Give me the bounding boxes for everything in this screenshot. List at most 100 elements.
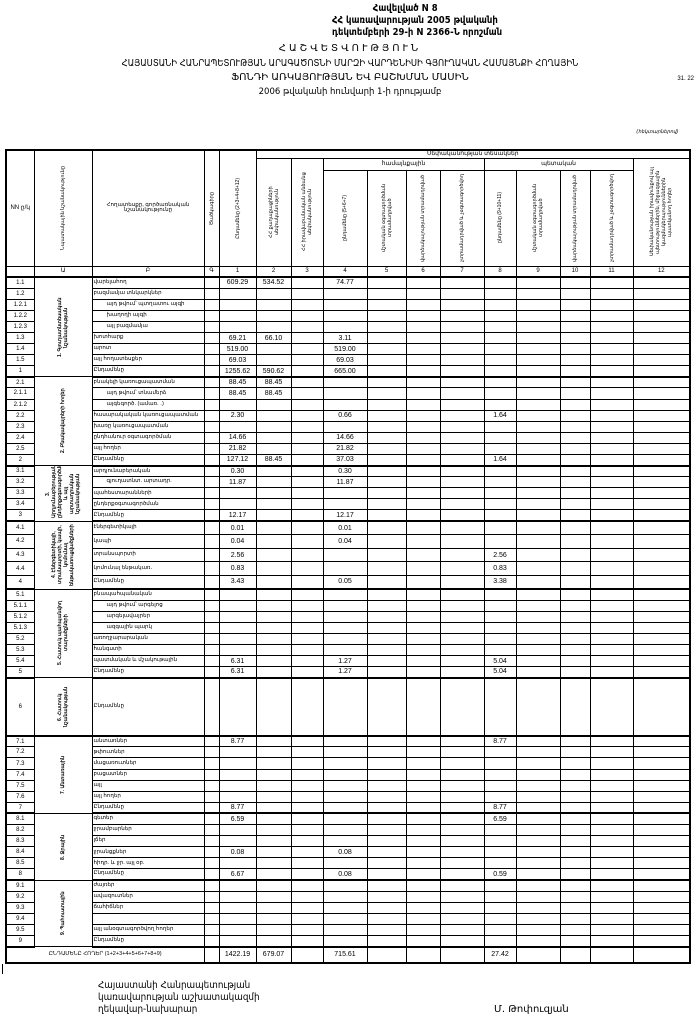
cell-col-3: [290, 779, 324, 792]
cell-col-4: [322, 923, 368, 936]
cell-col-9: [515, 946, 561, 964]
row-code-cell: [203, 509, 220, 523]
cell-col-6: [405, 757, 441, 770]
row-code-cell: [203, 465, 220, 478]
cell-col-8: 5.04: [483, 666, 517, 679]
cell-col-7: [439, 801, 485, 815]
footer-position: Հայաստանի Հանրապետության կառավարության ա…: [98, 980, 260, 1016]
cell-col-5: [366, 398, 407, 411]
cell-col-11: [589, 824, 634, 837]
cell-col-8: [483, 779, 517, 792]
table-row: 7.6 այլ հողեր: [5, 790, 691, 803]
cell-col-8: 8.77: [483, 801, 517, 815]
row-code-cell: [203, 599, 220, 612]
header-nn: NN ը/կ: [5, 149, 35, 267]
annex-note: Հավելված N 8 ՀՀ կառավարության 2005 թվակա…: [332, 3, 502, 39]
row-code: 7.4: [5, 768, 35, 781]
cell-col-11: [589, 453, 634, 467]
cell-col-12: [632, 561, 691, 576]
row-code: 6: [5, 677, 35, 737]
table-row: 9.1 9. Պահուստային ժայռեր: [5, 879, 691, 948]
row-code-cell: [203, 442, 220, 456]
row-code: 5.1.2: [5, 610, 35, 623]
cell-col-6: [405, 632, 441, 646]
header-sub-label: ընդամենը (9+10+11): [497, 192, 503, 244]
column-number: 5: [366, 265, 407, 278]
cell-col-6: [405, 588, 441, 601]
cell-col-8: [483, 632, 517, 646]
cell-col-2: [255, 476, 292, 489]
row-code-cell: [203, 621, 220, 634]
header-sub-label: վարձակալության տրամադրված: [420, 174, 426, 262]
cell-col-9: [515, 643, 561, 657]
table-row: 1.3 խոտհարք 69.21 66.10 3.11: [5, 331, 691, 345]
row-code-cell: [203, 365, 220, 378]
header-community: համայնքային: [322, 157, 485, 171]
cell-col-12: [632, 465, 691, 478]
cell-col-11: [589, 431, 634, 444]
column-number: Բ: [91, 265, 205, 278]
cell-col-6: [405, 923, 441, 936]
cell-col-4: [322, 309, 368, 322]
cell-col-8: [483, 923, 517, 936]
row-code-cell: [203, 520, 220, 536]
cell-col-4: [322, 287, 368, 300]
row-code-cell: [203, 735, 220, 748]
cell-col-7: [439, 431, 485, 444]
cell-col-7: [439, 835, 485, 848]
row-code: 7: [5, 801, 35, 815]
cell-col-8: [483, 398, 517, 411]
row-name: գետեր: [91, 812, 205, 826]
cell-col-11: [589, 735, 634, 748]
cell-col-4: [322, 398, 368, 411]
cell-col-2: [255, 343, 292, 356]
cell-col-9: [515, 588, 561, 601]
cell-col-8: [483, 879, 517, 892]
cell-col-12: [632, 442, 691, 456]
cell-col-2: [255, 757, 292, 770]
cell-col-1: 0.83: [218, 561, 257, 576]
row-name: խաղողի այգի: [91, 309, 205, 322]
cell-col-5: [366, 431, 407, 444]
column-number: Ա: [33, 265, 93, 278]
header-sub-label: ընդամենը (5+6+7): [342, 194, 348, 242]
cell-col-10: [559, 520, 591, 536]
cell-col-12: [632, 923, 691, 936]
row-name: արոտ: [91, 343, 205, 356]
row-code-cell: [203, 801, 220, 815]
side-mark: 31. 22: [677, 76, 694, 82]
cell-col-9: [515, 779, 561, 792]
cell-col-10: [559, 309, 591, 322]
table-row: 7.4 բացատներ: [5, 768, 691, 781]
cell-col-9: [515, 934, 561, 948]
cell-col-5: [366, 946, 407, 964]
cell-col-12: [632, 677, 691, 737]
cell-col-8: [483, 901, 517, 914]
cell-col-5: [366, 409, 407, 422]
cell-col-2: [255, 801, 292, 815]
cell-col-11: [589, 309, 634, 322]
cell-col-8: 0.83: [483, 561, 517, 576]
row-name: Ընդամենը: [91, 868, 205, 882]
cell-col-3: [290, 812, 324, 826]
cell-col-6: [405, 868, 441, 882]
cell-col-6: [405, 857, 441, 870]
cell-col-3: [290, 420, 324, 433]
cell-col-9: [515, 890, 561, 903]
cell-col-7: [439, 812, 485, 826]
cell-col-4: 0.05: [322, 574, 368, 591]
row-code: 2: [5, 453, 35, 467]
cell-col-4: [322, 561, 368, 576]
cell-col-10: [559, 746, 591, 759]
row-code-cell: [203, 320, 220, 333]
cell-col-12: [632, 901, 691, 914]
row-name: էներգետիկայի: [91, 520, 205, 536]
cell-col-10: [559, 868, 591, 882]
cell-col-10: [559, 298, 591, 311]
header-group: Նպատակային նշանակությունը: [33, 149, 93, 267]
cell-col-1: 21.82: [218, 442, 257, 456]
row-name: այլ հողատեսքեր: [91, 354, 205, 367]
cell-col-2: [255, 890, 292, 903]
row-name: վարելահող: [91, 276, 205, 289]
cell-col-11: [589, 476, 634, 489]
